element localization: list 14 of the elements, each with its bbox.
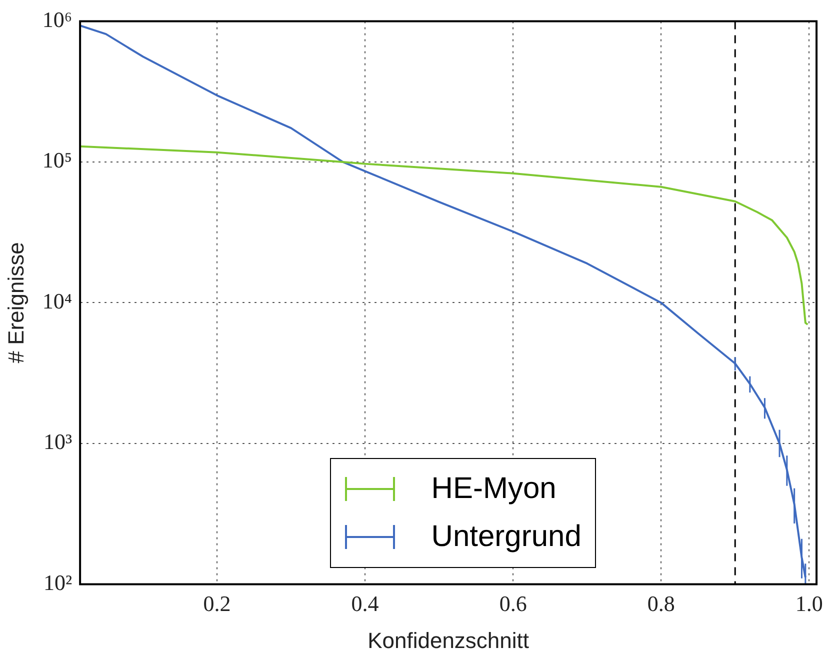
x-tick-label: 1.0 <box>795 591 823 616</box>
x-axis-title: Konfidenzschnitt <box>368 628 530 653</box>
y-tick-label: 10³ <box>43 429 72 454</box>
y-tick-label: 10⁵ <box>42 148 72 173</box>
x-tick-label: 0.6 <box>499 591 527 616</box>
x-tick-label: 0.8 <box>647 591 675 616</box>
y-tick-label: 10⁶ <box>42 6 72 32</box>
x-tick-label: 0.2 <box>203 591 231 616</box>
y-axis-title: # Ereignisse <box>3 242 28 364</box>
y-tick-label: 10² <box>43 570 72 595</box>
legend-label: Untergrund <box>431 520 582 554</box>
y-tick-label: 10⁴ <box>42 288 72 314</box>
x-tick-label: 0.4 <box>351 591 379 616</box>
legend-label: HE-Myon <box>431 472 556 506</box>
